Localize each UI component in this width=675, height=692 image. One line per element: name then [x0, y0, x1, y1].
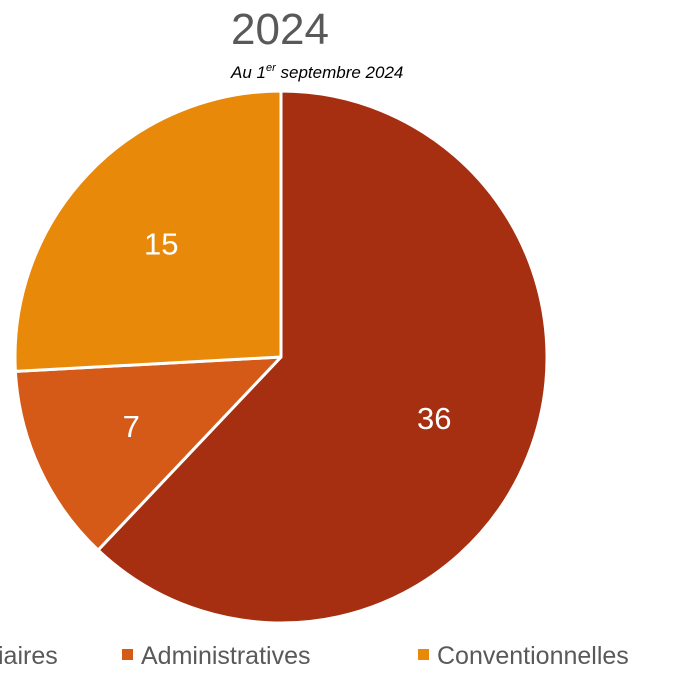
legend-item-judiciaires: iaires [0, 636, 58, 676]
chart-legend: iaires Administratives Conventionnelles [0, 636, 675, 692]
legend-label-conventionnelles: Conventionnelles [437, 642, 629, 670]
chart-subtitle-suffix: septembre 2024 [275, 63, 404, 82]
pie-chart: 36 7 15 [13, 89, 549, 625]
data-label-judiciaires: 36 [417, 401, 451, 436]
chart-subtitle: Au 1er septembre 2024 [231, 62, 403, 83]
data-labels: 36 7 15 [123, 227, 452, 445]
legend-item-administratives: Administratives [122, 636, 311, 676]
chart-title: 2024 [231, 5, 329, 54]
data-label-conventionnelles: 15 [144, 227, 178, 262]
chart-subtitle-superscript: er [265, 62, 276, 74]
legend-label-judiciaires: iaires [0, 642, 58, 670]
data-label-administratives: 7 [123, 409, 140, 444]
chart-subtitle-prefix: Au 1 [231, 63, 266, 82]
pie-slice-conventionnelles [13, 89, 283, 373]
pie-slice-administratives [13, 355, 283, 552]
legend-swatch-conventionnelles [418, 649, 429, 660]
pie-slice-judiciaires [96, 89, 549, 625]
legend-label-administratives: Administratives [141, 642, 311, 670]
legend-swatch-administratives [122, 649, 133, 660]
legend-item-conventionnelles: Conventionnelles [418, 636, 629, 676]
